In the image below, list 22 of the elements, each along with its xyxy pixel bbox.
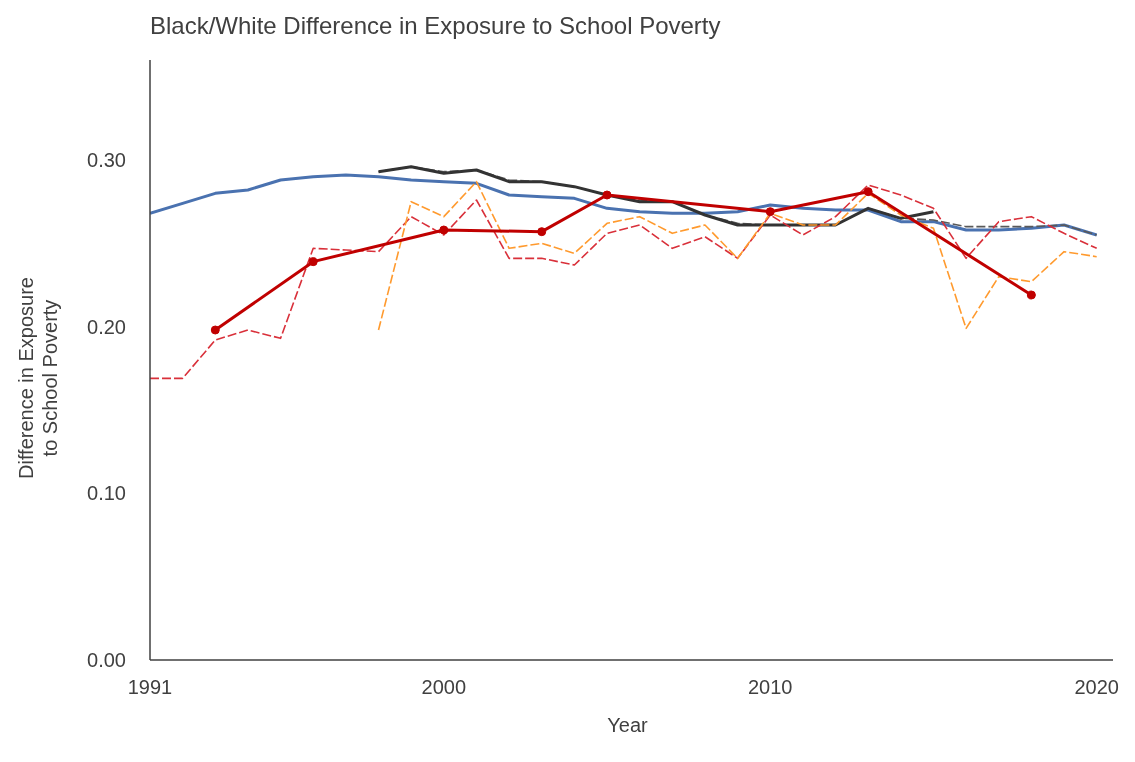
chart-title: Black/White Difference in Exposure to School Poverty xyxy=(150,12,721,40)
point xyxy=(537,227,547,237)
point xyxy=(439,225,449,235)
line-series xyxy=(150,184,1098,380)
y-tick-label: 0.10 xyxy=(87,482,126,505)
point xyxy=(1026,290,1036,300)
line-series xyxy=(150,173,1099,237)
y-axis-title: Difference in Exposure to School Poverty xyxy=(14,277,62,479)
y-tick-label: 0.00 xyxy=(87,649,126,672)
point xyxy=(765,207,775,217)
point xyxy=(863,187,873,197)
line-series xyxy=(377,180,1098,331)
x-axis-title: Year xyxy=(606,714,649,737)
x-tick-label: 2000 xyxy=(421,676,467,699)
point xyxy=(210,325,220,335)
point xyxy=(308,257,318,267)
x-tick-label: 2010 xyxy=(747,676,793,699)
y-tick-label: 0.30 xyxy=(87,149,126,172)
point xyxy=(602,190,612,200)
x-tick-label: 1991 xyxy=(127,676,173,699)
y-tick-label: 0.20 xyxy=(87,315,126,338)
x-tick-label: 2020 xyxy=(1074,676,1119,699)
